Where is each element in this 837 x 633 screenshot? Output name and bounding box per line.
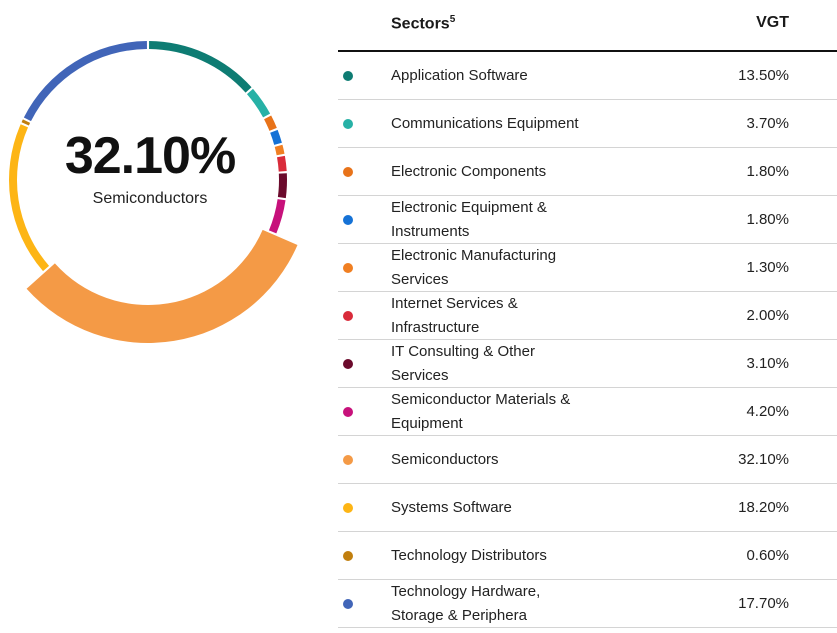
sector-weight: 4.20%: [746, 403, 789, 420]
donut-slice: [8, 124, 50, 272]
sector-name: Application Software: [391, 66, 528, 84]
sector-name: Systems Software: [391, 498, 512, 516]
legend-dot: [343, 71, 353, 81]
sector-table: Sectors5 VGT Application Software 13.50% C…: [338, 0, 837, 628]
donut-svg: [8, 41, 298, 343]
table-row: Electronic Components 1.80%: [338, 148, 837, 196]
header-sectors-label: Sectors: [391, 15, 450, 33]
legend-dot: [343, 359, 353, 369]
table-row: Internet Services & Infrastructure 2.00%: [338, 292, 837, 340]
table-row: Semiconductor Materials & Equipment 4.20%: [338, 388, 837, 436]
sector-weight: 17.70%: [738, 595, 789, 612]
legend-dot: [343, 455, 353, 465]
table-row: Technology Distributors 0.60%: [338, 532, 837, 580]
legend-dot: [343, 119, 353, 129]
sector-name: Technology Hardware, Storage & Periphera: [391, 582, 541, 624]
sector-weight: 3.70%: [746, 115, 789, 132]
sector-weight: 1.80%: [746, 211, 789, 228]
sector-donut-chart: 32.10% Semiconductors: [0, 18, 300, 348]
table-row: Electronic Manufacturing Services 1.30%: [338, 244, 837, 292]
highlight-label: Semiconductors: [92, 190, 208, 207]
donut-slice: [149, 41, 252, 93]
donut-slice: [274, 144, 285, 156]
sector-weight: 1.80%: [746, 163, 789, 180]
sector-weight: 1.30%: [746, 259, 789, 276]
sector-weight: 0.60%: [746, 547, 789, 564]
highlight-value: 32.10%: [64, 127, 236, 185]
donut-slice: [270, 129, 282, 145]
sector-name: Technology Distributors: [391, 546, 547, 564]
legend-dot: [343, 167, 353, 177]
donut-slice: [26, 229, 298, 343]
sector-weight: 3.10%: [746, 355, 789, 372]
donut-slice: [277, 173, 287, 199]
table-row: IT Consulting & Other Services 3.10%: [338, 340, 837, 388]
legend-dot: [343, 215, 353, 225]
donut-slice: [246, 88, 271, 118]
header-fund: VGT: [756, 14, 789, 31]
legend-dot: [343, 599, 353, 609]
legend-dot: [343, 407, 353, 417]
table-body: Application Software 13.50% Communications…: [338, 52, 837, 628]
footnote-marker: 5: [449, 14, 456, 25]
legend-dot: [343, 551, 353, 561]
sector-name: Internet Services & Infrastructure: [391, 294, 518, 336]
legend-dot: [343, 311, 353, 321]
donut-slice: [268, 199, 286, 234]
sector-name: Electronic Components: [391, 162, 547, 180]
header-sectors: Sectors5: [391, 14, 455, 33]
table-row: Systems Software 18.20%: [338, 484, 837, 532]
donut-slice: [21, 119, 31, 126]
sector-weight: 13.50%: [738, 67, 789, 84]
table-row: Technology Hardware, Storage & Periphera…: [338, 580, 837, 628]
donut-slice: [277, 155, 287, 172]
sector-weight: 2.00%: [746, 307, 789, 324]
sector-name: Communications Equipment: [391, 114, 579, 132]
table-row: Application Software 13.50%: [338, 52, 837, 100]
legend-dot: [343, 503, 353, 513]
sector-name: IT Consulting & Other Services: [391, 342, 535, 384]
table-header: Sectors5 VGT: [338, 0, 837, 52]
sector-name: Electronic Equipment & Instruments: [391, 198, 547, 240]
sector-weight: 18.20%: [738, 499, 789, 516]
donut-slice: [264, 115, 277, 131]
sector-name: Semiconductors: [391, 450, 499, 468]
table-row: Semiconductors 32.10%: [338, 436, 837, 484]
sector-name: Electronic Manufacturing Services: [391, 246, 557, 288]
sector-name: Semiconductor Materials & Equipment: [391, 390, 571, 432]
table-row: Electronic Equipment & Instruments 1.80%: [338, 196, 837, 244]
table-row: Communications Equipment 3.70%: [338, 100, 837, 148]
legend-dot: [343, 263, 353, 273]
donut-slice: [23, 41, 147, 122]
sector-weight: 32.10%: [738, 451, 789, 468]
